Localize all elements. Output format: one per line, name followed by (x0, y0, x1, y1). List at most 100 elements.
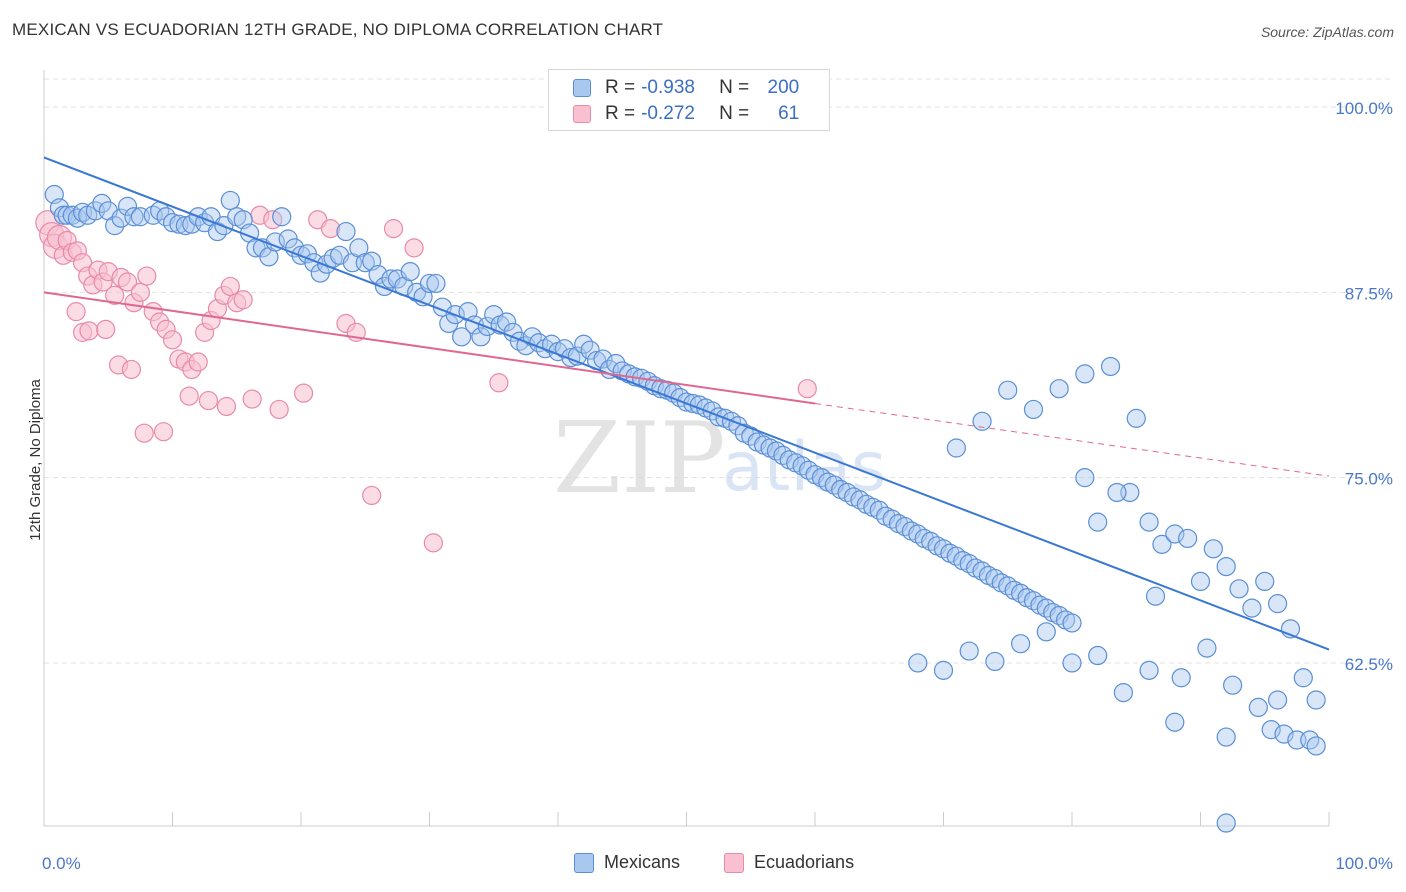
ecuadorian-point (216, 396, 237, 417)
legend-row-ecuadorians: R = -0.272 N = 61 (573, 102, 799, 126)
ecuadorian-point (137, 266, 157, 286)
mexican-point (1261, 720, 1281, 740)
mexican-point (651, 379, 671, 399)
legend-n-value: 200 (767, 77, 800, 98)
mexican-point (92, 193, 112, 214)
ecuadorian-point (153, 422, 174, 442)
legend-r-value: -0.938 (641, 77, 695, 98)
mexican-point (1126, 408, 1146, 428)
mexican-point (1049, 379, 1069, 399)
ecuadorian-point (105, 285, 125, 305)
legend-r-label: R = (605, 77, 636, 98)
mexican-point (1203, 539, 1223, 559)
legend-swatch-pink (724, 852, 744, 873)
mexicans-trend-line (43, 156, 1330, 651)
legend-item-ecuadorians[interactable]: Ecuadorians (724, 852, 854, 873)
series-legend: Mexicans Ecuadorians (0, 852, 1406, 878)
mexican-point (561, 347, 581, 368)
mexican-point (1223, 675, 1243, 695)
legend-label-mexicans: Mexicans (604, 852, 681, 872)
legend-item-mexicans[interactable]: Mexicans (574, 852, 680, 873)
legend-swatch-blue (573, 79, 591, 97)
y-tick-label: 62.5% (1345, 655, 1393, 674)
mexican-point (1306, 736, 1326, 756)
mexican-point (1197, 638, 1217, 658)
ecuadorian-point (362, 485, 382, 506)
mexican-point (1255, 571, 1275, 592)
ecuadorian-point (404, 238, 424, 258)
ecuadorian-point (79, 321, 99, 341)
legend-n-label: N = (719, 103, 750, 124)
ecuadorian-point (220, 276, 240, 297)
ecuadorian-point (233, 290, 253, 310)
mexican-point (1062, 613, 1082, 633)
mexican-point (946, 438, 966, 458)
mexican-point (985, 651, 1005, 672)
mexican-point (1088, 645, 1108, 666)
mexican-point (959, 641, 979, 661)
mexican-point (972, 411, 992, 431)
mexican-point (1293, 668, 1313, 688)
ecuadorian-point (320, 219, 341, 239)
mexican-point (1107, 482, 1127, 503)
mexican-point (497, 312, 517, 332)
legend-r-value: -0.272 (641, 103, 695, 124)
mexican-point (1010, 634, 1031, 654)
ecuadorian-point (269, 399, 289, 420)
ecuadorian-point (293, 383, 314, 403)
mexican-point (1075, 468, 1095, 488)
mexican-point (105, 216, 125, 236)
ecuadorian-point (489, 373, 509, 393)
y-tick-label: 100.0% (1335, 99, 1393, 118)
legend-n-label: N = (719, 77, 750, 98)
tick-labels: 100.0% 87.5% 75.0% 62.5% 0.0% 100.0% (42, 99, 1393, 873)
mexican-point (426, 273, 446, 294)
mexican-point (1171, 668, 1191, 688)
mexican-point (1113, 682, 1134, 703)
mexican-point (998, 380, 1018, 400)
ecuadorian-point (383, 219, 404, 239)
mexican-point (908, 653, 928, 673)
y-tick-label: 75.0% (1345, 470, 1393, 489)
ecuadorian-point (797, 379, 817, 399)
mexican-point (1139, 660, 1159, 680)
mexican-point (124, 207, 144, 227)
gridlines (44, 78, 1393, 664)
ecuadorian-point (121, 359, 141, 380)
stats-legend: R = -0.938 N = 200 R = -0.272 N = 61 (548, 69, 830, 131)
ecuadorian-point (423, 533, 443, 553)
mexican-point (1036, 622, 1056, 642)
mexican-point (1165, 712, 1185, 732)
ecuadorian-point (96, 319, 116, 340)
mexican-point (452, 327, 472, 347)
y-tick-label: 87.5% (1345, 284, 1393, 303)
ecuadorian-point (242, 389, 262, 409)
mexican-point (1023, 399, 1044, 420)
mexican-point (1248, 697, 1268, 718)
mexican-point (368, 264, 388, 285)
mexican-point (541, 334, 562, 354)
trend-lines (43, 156, 1330, 651)
mexican-point (336, 221, 356, 242)
legend-swatch-pink (573, 105, 591, 123)
mexican-point (400, 262, 420, 282)
mexican-point (606, 353, 626, 374)
mexican-point (1145, 586, 1166, 606)
mexican-point (1190, 571, 1211, 592)
ecuadorian-point (179, 386, 199, 406)
x-tick-label: 100.0% (1335, 854, 1393, 873)
mexican-point (1139, 512, 1159, 532)
ecuadorian-point (198, 390, 219, 411)
ecuadorians-trend-line (43, 291, 816, 405)
mexican-point (117, 196, 138, 216)
mexican-point (419, 273, 440, 294)
ecuadorian-point (130, 282, 150, 302)
chart-title: MEXICAN VS ECUADORIAN 12TH GRADE, NO DIP… (12, 20, 664, 39)
legend-label-ecuadorians: Ecuadorians (754, 852, 855, 872)
legend-n-value: 61 (778, 103, 800, 124)
mexican-point (933, 660, 954, 680)
watermark-zip: ZIP (553, 402, 726, 516)
x-tick-label: 0.0% (42, 854, 81, 873)
legend-swatch-blue (574, 852, 594, 873)
